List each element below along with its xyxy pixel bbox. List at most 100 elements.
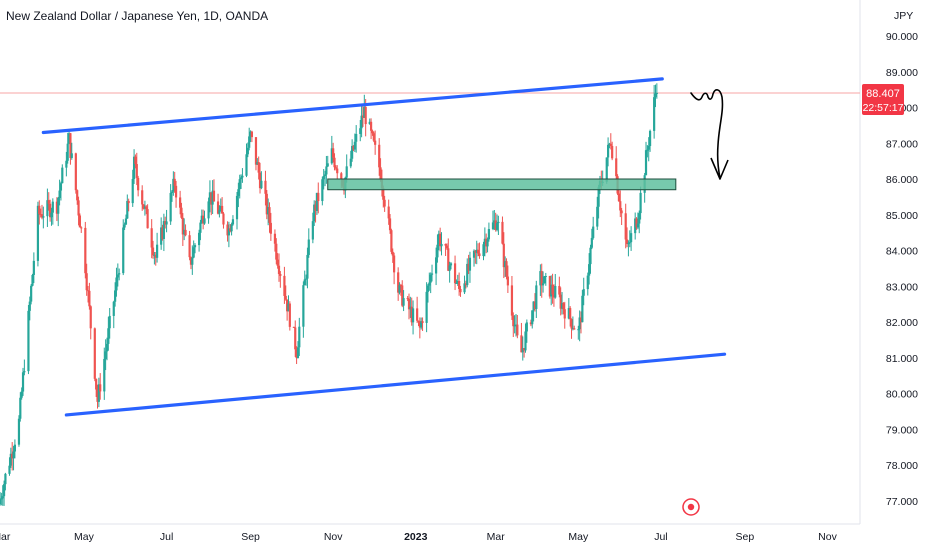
candle-body	[49, 203, 52, 218]
candle-body	[628, 242, 631, 244]
candle-body	[467, 263, 470, 271]
time-tick-label: Jul	[160, 531, 173, 543]
candle-body	[31, 274, 34, 286]
time-tick-label: Sep	[736, 531, 755, 543]
candle-body	[646, 149, 649, 151]
candle-body	[397, 272, 400, 293]
candle-body	[96, 389, 99, 402]
candle-body	[391, 251, 394, 256]
candle-body	[174, 185, 178, 198]
price-tick-label: 81.000	[886, 353, 918, 365]
candle-body	[61, 167, 64, 184]
candle-body	[409, 306, 412, 310]
candle-body	[333, 157, 336, 168]
forecast-arrow-head[interactable]	[710, 157, 729, 180]
candle-body	[418, 321, 421, 328]
channel-upper-line[interactable]	[41, 77, 664, 135]
candle-body	[99, 384, 102, 392]
price-tick-label: 79.000	[886, 424, 918, 436]
candle-body	[306, 254, 309, 279]
candle-body	[76, 190, 79, 201]
candle-body	[506, 276, 509, 286]
candle-body	[638, 213, 641, 224]
candle-body	[284, 295, 287, 300]
candle-body	[630, 233, 633, 243]
candle-body	[268, 207, 271, 223]
candle-body	[539, 271, 542, 286]
candle-body	[65, 160, 68, 168]
candle-body	[4, 473, 7, 485]
channel-lower-line[interactable]	[64, 352, 727, 417]
candle-body	[428, 282, 431, 286]
candle-body	[579, 317, 583, 323]
candle-body	[298, 326, 301, 348]
candle-body	[218, 209, 221, 214]
candle-body	[336, 168, 339, 174]
candle-body	[504, 261, 507, 268]
drawings[interactable]	[41, 77, 729, 417]
candle-body	[23, 371, 26, 373]
candle-body	[142, 204, 145, 209]
candle-body	[131, 179, 134, 204]
time-axis[interactable]: Mar May Jul Sep Nov 2023 Mar May Jul Sep Nov	[0, 531, 838, 543]
price-tick-label: 86.000	[886, 174, 918, 186]
candle-body	[302, 285, 305, 327]
candle-body	[265, 193, 268, 215]
candle-body	[17, 418, 21, 445]
candle-body	[453, 263, 457, 284]
candle-body	[588, 264, 591, 276]
price-tick-label: 90.000	[886, 31, 918, 43]
candle-body	[567, 308, 570, 319]
candle-body	[292, 326, 295, 328]
forecast-arrow-path[interactable]	[690, 89, 724, 179]
candle-body	[401, 285, 404, 306]
candle-body	[137, 177, 140, 191]
candle-body	[42, 216, 45, 218]
candle-body	[193, 245, 197, 248]
candle-body	[123, 224, 126, 228]
candle-body	[524, 331, 527, 351]
candle-body	[85, 273, 88, 291]
price-axis[interactable]: 90.00089.00088.00087.00086.00085.00084.0…	[886, 31, 918, 508]
candle-body	[307, 239, 310, 255]
candle-body	[59, 183, 63, 191]
candle-body	[605, 157, 608, 182]
candle-body	[208, 192, 212, 202]
candle-body	[505, 261, 508, 277]
candle-body	[355, 133, 358, 142]
support-zone[interactable]	[327, 178, 677, 191]
candle-body	[97, 384, 100, 402]
price-tick-label: 77.000	[886, 496, 918, 508]
candle-body	[145, 206, 148, 210]
candle-body	[317, 192, 320, 202]
candle-body	[134, 156, 137, 165]
candle-body	[93, 328, 96, 379]
candle-body	[143, 206, 147, 209]
candle-body	[615, 158, 618, 177]
candle-body	[464, 283, 467, 286]
candle-body	[0, 499, 2, 505]
candle-body	[497, 221, 500, 224]
candle-body	[514, 324, 518, 326]
candle-body	[372, 133, 375, 141]
candle-body	[447, 248, 450, 271]
candle-body	[141, 190, 144, 205]
candle-body	[590, 237, 593, 248]
candle-body	[150, 228, 153, 248]
candle-body	[154, 254, 157, 258]
candle-body	[550, 284, 553, 297]
candle-body	[639, 192, 642, 214]
candle-body	[287, 303, 290, 312]
candle-body	[551, 284, 554, 295]
target-marker-icon[interactable]	[682, 498, 700, 516]
price-tick-label: 78.000	[886, 460, 918, 472]
candle-body	[221, 205, 224, 214]
candle-body	[387, 206, 390, 219]
candle-body	[47, 200, 50, 204]
candle-body	[420, 321, 423, 328]
candle-body	[635, 218, 638, 228]
candle-body	[230, 224, 233, 232]
candle-body	[264, 180, 267, 194]
